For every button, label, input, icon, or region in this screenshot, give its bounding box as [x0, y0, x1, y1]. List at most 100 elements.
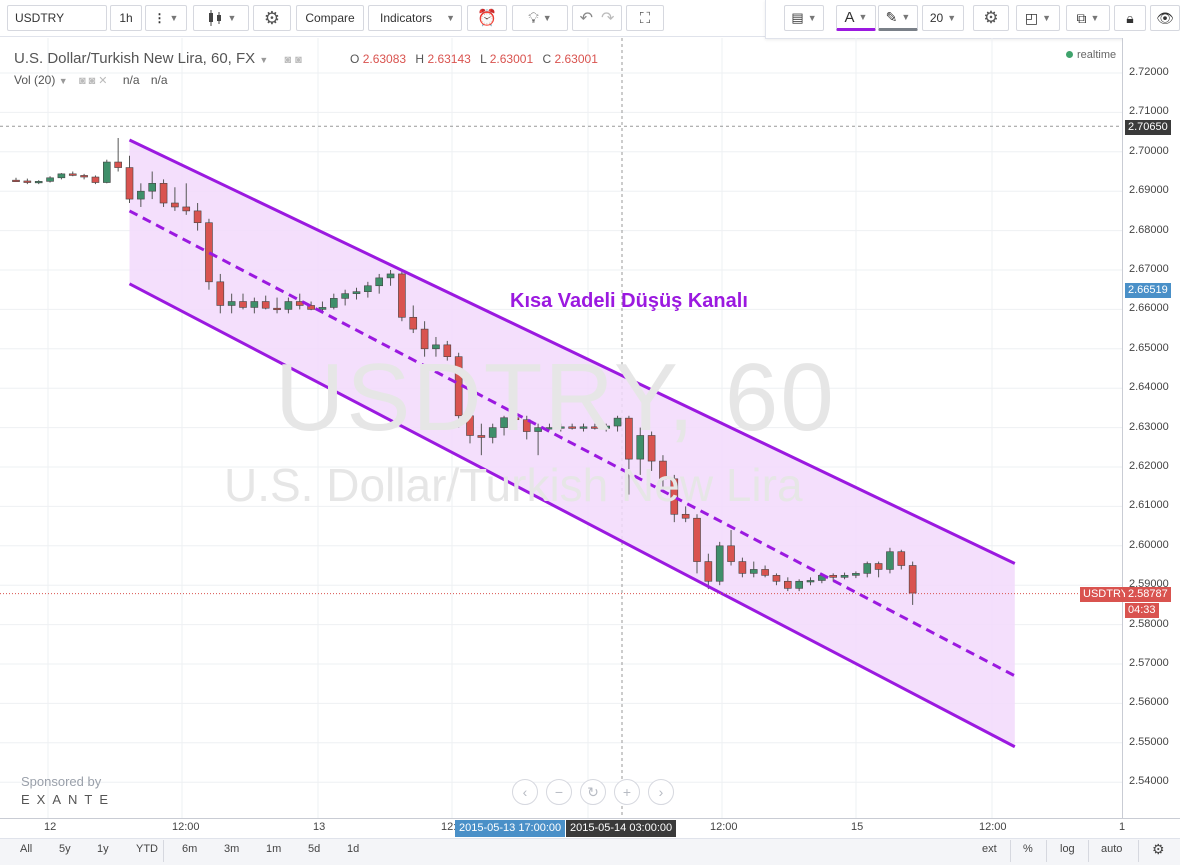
visibility-button[interactable]: 👁︎: [1150, 5, 1180, 31]
bottom-toolbar: [0, 838, 1180, 865]
undo-redo-group: ↶ ↷: [572, 5, 622, 31]
indicators-button[interactable]: Indicators ▼: [368, 5, 462, 31]
text-color-icon: A: [844, 8, 855, 26]
redo-icon[interactable]: ↷: [601, 10, 615, 27]
price-tick: 2.67000: [1129, 263, 1169, 275]
scroll-left-button[interactable]: ‹: [512, 779, 538, 805]
candle-body: [159, 183, 168, 204]
range-button-ytd[interactable]: YTD: [136, 843, 158, 855]
candle-body: [659, 460, 667, 480]
price-tick: 2.60000: [1129, 538, 1169, 551]
clone-button[interactable]: ⧉ ▼: [1066, 5, 1110, 31]
candle-body: [591, 426, 599, 429]
candle-body: [125, 167, 134, 200]
candle-body: [829, 575, 838, 578]
gear-icon[interactable]: ⚙: [1152, 841, 1165, 857]
channel-price-label: 2.66519: [1125, 283, 1171, 298]
candle-body: [443, 344, 452, 357]
candle-body: [12, 179, 20, 182]
interval-menu-button[interactable]: ⋮ ▼: [145, 5, 187, 31]
close-icon[interactable]: ✕: [98, 75, 108, 87]
drawing-settings-button[interactable]: ⚙: [973, 5, 1009, 31]
price-tick: 2.72000: [1129, 66, 1169, 78]
candle-body: [227, 301, 236, 306]
price-tick: 2.65000: [1129, 341, 1169, 354]
candle-body: [250, 301, 259, 308]
range-button-1y[interactable]: 1y: [97, 843, 109, 855]
candle-body: [477, 435, 486, 438]
high-value: 2.63143: [427, 52, 471, 66]
hline-price-label: 2.70650: [1125, 120, 1171, 135]
text-color-button[interactable]: A ▼: [836, 5, 876, 31]
candle-body: [114, 161, 122, 168]
sponsor-label: Sponsored by: [21, 774, 102, 789]
candle-body: [908, 565, 917, 594]
legend-title-text: U.S. Dollar/Turkish New Lira, 60, FX: [14, 50, 256, 67]
settings-icon[interactable]: ◙: [88, 75, 96, 87]
compare-button[interactable]: Compare: [296, 5, 364, 31]
price-tick: 2.63000: [1129, 420, 1169, 433]
low-value: 2.63001: [489, 52, 534, 66]
close-label: C: [542, 52, 552, 66]
channel-lower-line: [128, 282, 1016, 749]
lock-button[interactable]: 🔒︎: [1114, 5, 1146, 31]
undo-icon[interactable]: ↶: [579, 10, 593, 27]
symbol-legend-title[interactable]: U.S. Dollar/Turkish New Lira, 60, FX ▼ ◙…: [14, 50, 302, 67]
font-size-select[interactable]: 20 ▼: [922, 5, 964, 31]
candle-body: [602, 425, 611, 429]
auto-scale-toggle[interactable]: auto: [1101, 843, 1123, 855]
time-tick: 15: [851, 821, 864, 833]
chevron-right-icon: ›: [658, 784, 664, 800]
chevron-down-icon[interactable]: ▼: [58, 76, 68, 86]
chevron-left-icon: ‹: [522, 784, 528, 800]
candle-body: [897, 551, 906, 566]
chart-properties-button[interactable]: ⚙: [253, 5, 291, 31]
sponsor-brand-logo[interactable]: EXANTE: [21, 792, 116, 807]
template-button[interactable]: ▤ ▼: [784, 5, 824, 31]
interval-button[interactable]: 1h: [110, 5, 142, 31]
ideas-button[interactable]: 💡︎ ▼: [512, 5, 568, 31]
chevron-down-icon: ▼: [169, 13, 179, 23]
range-button-6m[interactable]: 6m: [182, 843, 198, 855]
open-label: O: [350, 52, 360, 66]
range-button-3m[interactable]: 3m: [224, 843, 240, 855]
reset-chart-button[interactable]: ↻: [580, 779, 606, 805]
fullscreen-button[interactable]: ⛶: [626, 5, 664, 31]
range-button-1d[interactable]: 1d: [347, 843, 360, 855]
chevron-down-icon: ▼: [807, 13, 817, 23]
channel-middle-line: [128, 209, 1016, 678]
channel-annotation-text[interactable]: Kısa Vadeli Düşüş Kanalı: [510, 290, 748, 312]
candle-body: [783, 580, 792, 589]
zoom-out-button[interactable]: −: [546, 779, 572, 805]
percent-scale-toggle[interactable]: %: [1023, 843, 1033, 855]
volume-legend[interactable]: Vol (20) ▼ ◙ ◙ ✕ n/a n/a: [14, 73, 168, 87]
eye-icon[interactable]: ◙: [284, 54, 292, 66]
scroll-right-button[interactable]: ›: [648, 779, 674, 805]
pencil-icon: ✎: [885, 8, 898, 25]
eye-icon[interactable]: ◙: [78, 75, 86, 87]
price-tick: 2.58000: [1129, 617, 1169, 630]
candle-body: [80, 175, 88, 178]
candle-body: [148, 183, 156, 192]
alert-button[interactable]: ⏰: [467, 5, 507, 31]
chart-style-button[interactable]: ▼: [193, 5, 249, 31]
log-scale-toggle[interactable]: log: [1060, 843, 1075, 855]
range-button-all[interactable]: All: [20, 843, 33, 855]
price-tick: 2.66000: [1129, 302, 1169, 315]
time-tick: 12: [44, 821, 57, 833]
document-icon: ▤: [791, 10, 804, 25]
range-button-1m[interactable]: 1m: [266, 843, 282, 855]
bring-to-front-button[interactable]: ◰ ▼: [1016, 5, 1060, 31]
chevron-down-icon[interactable]: ▼: [259, 55, 269, 65]
cursor-time-label-b: 2015-05-14 03:00:00: [566, 820, 677, 837]
price-chart[interactable]: [0, 38, 1122, 818]
range-button-5d[interactable]: 5d: [308, 843, 321, 855]
settings-icon[interactable]: ◙: [295, 54, 302, 66]
price-axis[interactable]: [1122, 38, 1180, 818]
zoom-in-button[interactable]: +: [614, 779, 640, 805]
symbol-search-input[interactable]: USDTRY: [7, 5, 107, 31]
candle-body: [806, 580, 815, 583]
range-button-5y[interactable]: 5y: [59, 843, 71, 855]
extended-hours-toggle[interactable]: ext: [982, 843, 997, 855]
line-color-button[interactable]: ✎ ▼: [878, 5, 918, 31]
